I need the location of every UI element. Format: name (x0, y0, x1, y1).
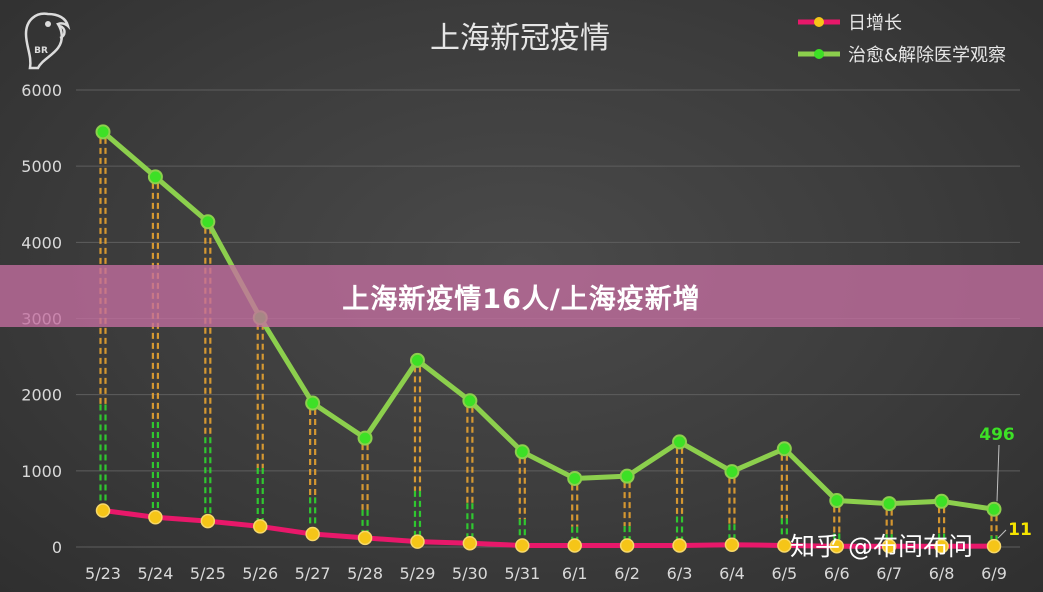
data-point-daily-new (252, 519, 268, 534)
x-tick-label: 5/28 (347, 564, 383, 583)
x-tick-label: 6/3 (667, 564, 693, 583)
x-tick-label: 5/31 (504, 564, 540, 583)
data-point-daily-new (934, 538, 949, 554)
legend-item-daily-new: 日增长 (798, 13, 902, 34)
series-lines (101, 129, 995, 549)
data-point-recovered (829, 493, 845, 509)
data-point-recovered (357, 430, 373, 446)
x-tick-labels: 5/23 5/24 5/25 5/26 5/27 5/28 5/29 5/30 5/31 6/1 6… (85, 564, 1007, 583)
series-line-daily-new (102, 507, 995, 549)
data-point-daily-new (148, 510, 163, 525)
y-tick-label: 0 (52, 538, 62, 557)
legend-label: 治愈&解除医学观察 (848, 45, 1006, 66)
x-tick-label: 5/25 (190, 564, 226, 583)
headline-banner: 上海新疫情16人/上海疫新增 (0, 265, 1043, 327)
legend-label: 日增长 (848, 13, 902, 34)
data-label-daily-new: 11 (1008, 520, 1032, 540)
data-point-recovered (462, 393, 478, 409)
y-tick-label: 6000 (21, 81, 62, 100)
x-tick-label: 6/4 (719, 564, 745, 583)
data-point-daily-new (829, 538, 845, 554)
x-tick-label: 6/2 (614, 564, 640, 583)
data-point-recovered (776, 441, 792, 457)
x-tick-label: 6/7 (876, 564, 902, 583)
data-point-daily-new (95, 503, 111, 518)
x-tick-label: 5/30 (452, 564, 488, 583)
data-point-daily-new (515, 538, 530, 553)
annotation-leader (997, 529, 1007, 539)
x-tick-label: 6/1 (562, 564, 588, 583)
data-point-recovered (200, 214, 216, 230)
data-point-recovered (934, 493, 950, 509)
chart-title: 上海新冠疫情 (430, 21, 610, 56)
data-annotations: 496 11 (979, 425, 1032, 540)
data-point-daily-new (619, 538, 635, 553)
data-point-daily-new (305, 526, 320, 542)
data-point-recovered (619, 468, 635, 484)
x-tick-label: 5/26 (242, 564, 278, 583)
legend-swatch-marker (814, 17, 824, 27)
svg-text:BR: BR (34, 46, 48, 56)
y-tick-label: 4000 (21, 233, 62, 252)
y-tick-label: 1000 (21, 462, 62, 481)
x-tick-label: 6/6 (824, 564, 850, 583)
data-point-daily-new (724, 537, 740, 552)
data-point-recovered (567, 470, 583, 486)
data-point-recovered (672, 434, 688, 450)
data-point-recovered (305, 395, 321, 411)
x-tick-label: 5/24 (137, 564, 173, 583)
data-point-recovered (147, 169, 163, 185)
data-point-recovered (986, 501, 1002, 517)
data-point-daily-new (777, 538, 792, 553)
data-point-daily-new (462, 535, 478, 551)
x-tick-label: 5/29 (400, 564, 436, 583)
legend-item-recovered: 治愈&解除医学观察 (798, 45, 1006, 66)
x-tick-label: 5/23 (85, 564, 121, 583)
y-tick-label: 2000 (21, 386, 62, 405)
data-point-recovered (95, 124, 111, 140)
data-point-daily-new (881, 538, 897, 554)
x-tick-label: 6/9 (981, 564, 1007, 583)
data-point-recovered (724, 464, 740, 480)
annotation-leader (996, 444, 1000, 502)
legend-swatch-marker (814, 49, 824, 59)
data-points (95, 124, 1002, 554)
data-point-daily-new (567, 538, 582, 553)
watermark: 知乎 @布间布问 (790, 532, 973, 561)
data-point-recovered (409, 352, 425, 368)
x-tick-label: 6/5 (771, 564, 797, 583)
drop-lines (99, 137, 998, 541)
headline-text: 上海新疫情16人/上海疫新增 (342, 283, 701, 315)
data-point-daily-new (410, 534, 425, 549)
data-point-daily-new (986, 538, 1002, 554)
y-tick-label: 5000 (21, 157, 62, 176)
data-point-recovered (514, 444, 530, 460)
data-point-daily-new (357, 530, 373, 546)
parrot-logo: BR (8, 6, 72, 76)
legend: 日增长 治愈&解除医学观察 (798, 13, 1006, 66)
data-label-recovered: 496 (979, 425, 1015, 445)
data-point-recovered (881, 496, 897, 512)
data-point-daily-new (200, 513, 216, 529)
x-tick-label: 6/8 (929, 564, 955, 583)
data-point-daily-new (672, 538, 687, 553)
x-tick-label: 5/27 (295, 564, 331, 583)
